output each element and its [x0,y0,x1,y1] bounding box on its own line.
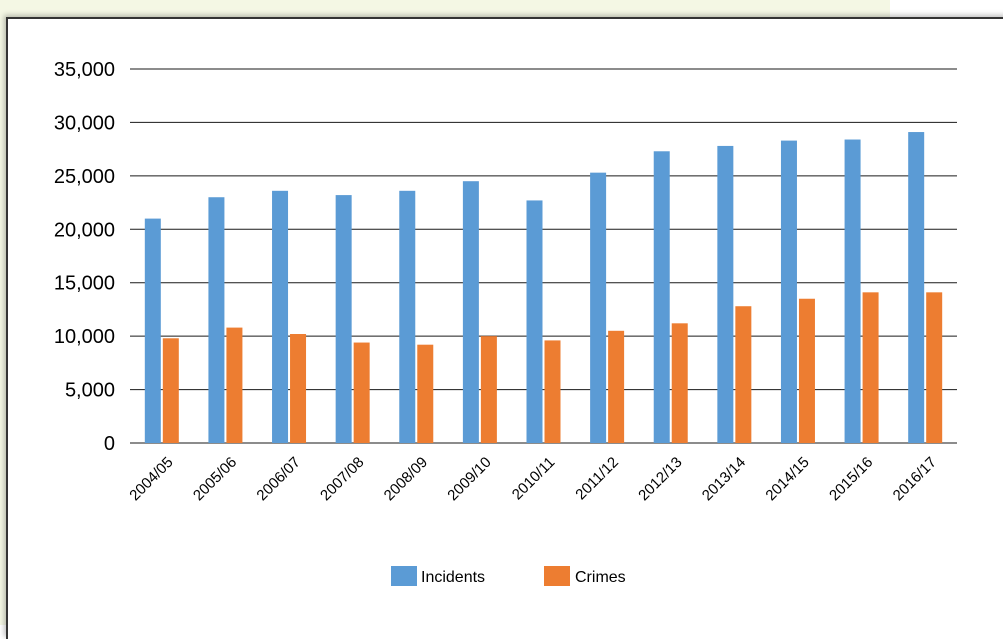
bar-incidents-2013-14 [717,145,734,444]
bar-crimes-2004-05 [162,338,179,443]
bar-crimes-2016-17 [926,292,943,443]
y-tick-label: 5,000 [65,380,115,402]
bar-incidents-2016-17 [908,132,925,443]
x-tick-label: 2014/15 [762,454,812,504]
bar-crimes-2015-16 [862,292,879,443]
legend-label-crimes: Crimes [575,569,626,586]
bar-crimes-2007-08 [353,342,370,443]
bar-incidents-2009-10 [462,181,479,443]
x-tick-label: 2006/07 [253,454,303,504]
bar-incidents-2008-09 [399,190,416,443]
bar-incidents-2012-13 [653,151,670,443]
chart-frame [6,17,1003,639]
x-axis: 2004/05 2005/06 2006/07 2007/08 2008/09 2009/… [126,454,940,504]
gridlines [130,68,957,444]
bar-crimes-2009-10 [480,336,497,443]
y-tick-label: 25,000 [54,166,115,188]
bar-incidents-2010-11 [526,200,543,443]
background-strip-left [0,0,6,625]
bar-incidents-2005-06 [208,197,225,443]
y-tick-label: 10,000 [54,326,115,348]
bar-incidents-2015-16 [844,139,861,444]
bar-crimes-2008-09 [417,344,434,443]
bar-incidents-2006-07 [272,190,289,443]
x-tick-label: 2011/12 [572,454,622,504]
y-tick-label: 15,000 [54,273,115,295]
bar-crimes-2005-06 [226,327,243,443]
bar-crimes-2006-07 [290,334,307,443]
background-strip [0,0,890,18]
x-tick-label: 2013/14 [699,454,749,504]
legend-label-incidents: Incidents [421,569,485,586]
bar-incidents-2007-08 [335,195,352,443]
y-tick-label: 20,000 [54,219,115,241]
x-tick-label: 2016/17 [890,454,940,504]
bar-crimes-2014-15 [798,298,815,443]
x-tick-label: 2012/13 [635,454,685,504]
x-tick-label: 2010/11 [509,454,559,504]
bar-incidents-2014-15 [780,140,797,443]
x-tick-label: 2009/10 [444,454,494,504]
bar-crimes-2011-12 [608,330,625,443]
legend-swatch-crimes [544,566,570,586]
y-tick-label: 0 [104,433,115,455]
bars [144,132,943,444]
y-tick-label: 30,000 [54,112,115,134]
bar-chart: 0 5,000 10,000 15,000 20,000 25,000 30,000 35,0… [54,59,957,586]
x-tick-label: 2015/16 [826,454,876,504]
x-tick-label: 2005/06 [190,454,240,504]
bar-crimes-2013-14 [735,306,752,443]
bar-incidents-2011-12 [590,172,607,443]
bar-crimes-2012-13 [671,323,688,443]
legend-swatch-incidents [391,566,417,586]
bar-crimes-2010-11 [544,340,561,443]
y-tick-label: 35,000 [54,59,115,81]
legend: Incidents Crimes [391,566,626,586]
x-tick-label: 2007/08 [317,454,367,504]
bar-incidents-2004-05 [144,218,161,443]
y-axis: 0 5,000 10,000 15,000 20,000 25,000 30,000 35,0… [54,59,115,455]
x-tick-label: 2008/09 [381,454,431,504]
x-tick-label: 2004/05 [126,454,176,504]
